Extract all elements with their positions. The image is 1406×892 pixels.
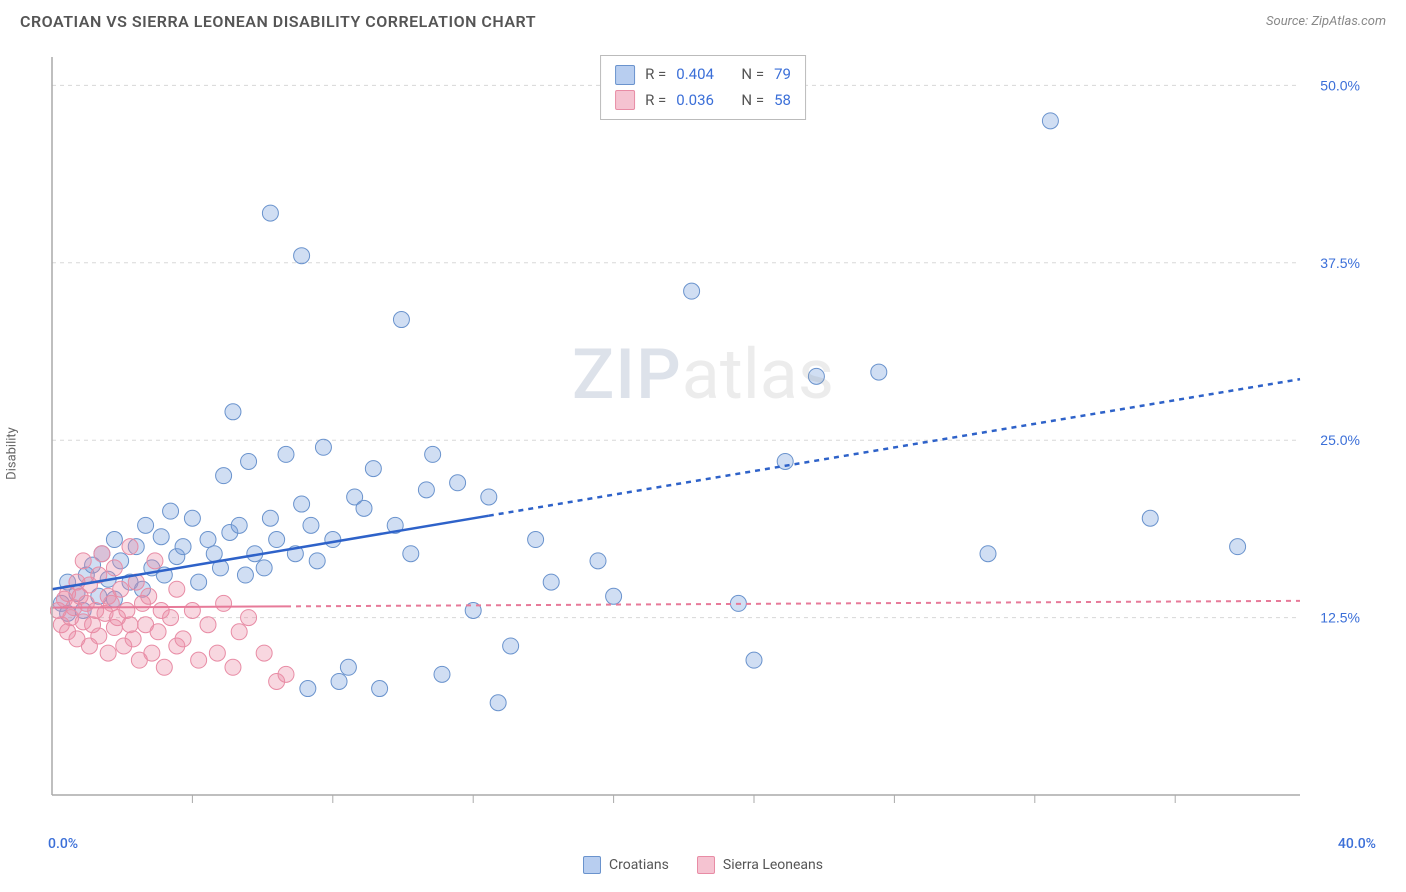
stats-swatch-sierra	[615, 90, 635, 110]
scatter-chart-svg: 12.5% 25.0% 37.5% 50.0%	[50, 55, 1370, 815]
stats-r-value-sierra: 0.036	[676, 88, 714, 114]
stats-row-croatians: R = 0.404 N = 79	[615, 62, 791, 88]
stats-r-value-croatians: 0.404	[676, 62, 714, 88]
legend-swatch-croatians	[583, 856, 601, 874]
chart-plot-area: 12.5% 25.0% 37.5% 50.0%	[50, 55, 1370, 815]
legend-label-sierra: Sierra Leoneans	[723, 857, 823, 873]
x-axis-min-label: 0.0%	[48, 836, 78, 852]
source-attribution: Source: ZipAtlas.com	[1266, 14, 1386, 29]
svg-text:12.5%: 12.5%	[1320, 610, 1360, 626]
stats-r-label: R =	[645, 88, 666, 114]
y-axis-label: Disability	[5, 427, 20, 480]
chart-title: CROATIAN VS SIERRA LEONEAN DISABILITY CO…	[20, 12, 536, 31]
legend-item-croatians: Croatians	[583, 856, 669, 874]
stats-n-value-croatians: 79	[774, 62, 791, 88]
source-name: ZipAtlas.com	[1311, 14, 1386, 29]
stats-r-label: R =	[645, 62, 666, 88]
stats-n-value-sierra: 58	[774, 88, 791, 114]
series-legend: Croatians Sierra Leoneans	[0, 856, 1406, 874]
svg-text:25.0%: 25.0%	[1320, 432, 1360, 448]
stats-n-label: N =	[741, 62, 764, 88]
legend-swatch-sierra	[697, 856, 715, 874]
legend-item-sierra: Sierra Leoneans	[697, 856, 823, 874]
stats-row-sierra: R = 0.036 N = 58	[615, 88, 791, 114]
stats-n-label: N =	[741, 88, 764, 114]
chart-header: CROATIAN VS SIERRA LEONEAN DISABILITY CO…	[0, 0, 1406, 39]
legend-label-croatians: Croatians	[609, 857, 669, 873]
correlation-stats-box: R = 0.404 N = 79 R = 0.036 N = 58	[600, 55, 806, 120]
x-axis-max-label: 40.0%	[1338, 836, 1376, 852]
svg-text:50.0%: 50.0%	[1320, 77, 1360, 93]
svg-text:37.5%: 37.5%	[1320, 255, 1360, 271]
stats-swatch-croatians	[615, 65, 635, 85]
source-prefix: Source:	[1266, 14, 1311, 29]
